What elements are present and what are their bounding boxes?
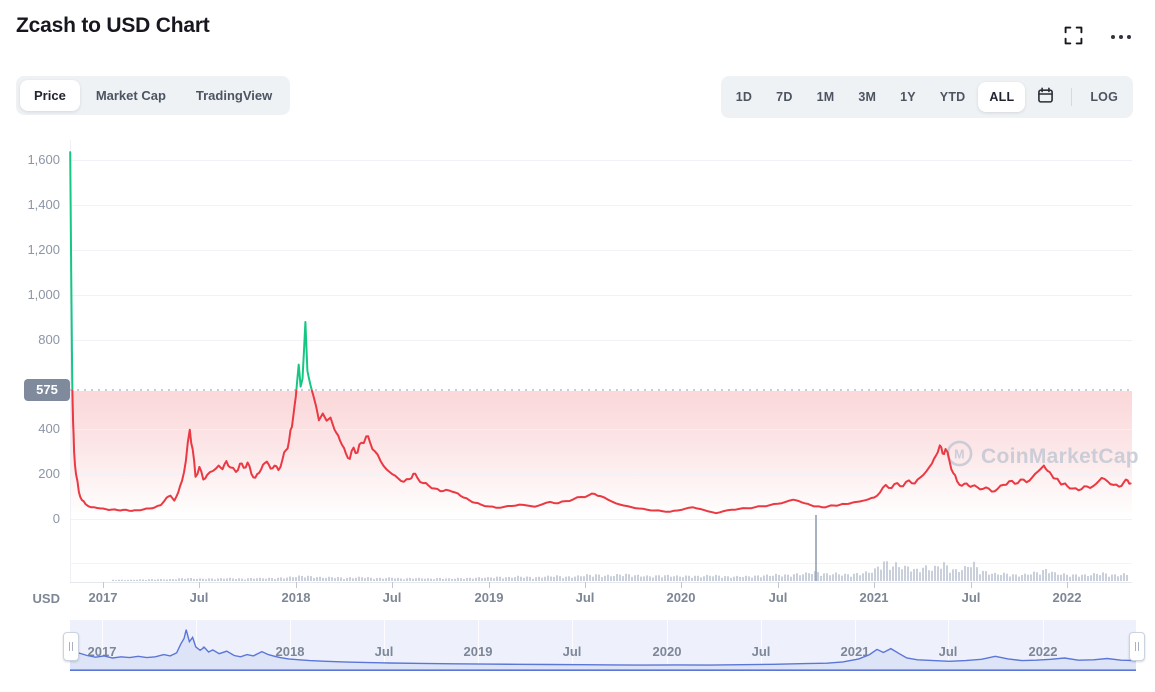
x-axis-label: 2017	[88, 590, 118, 605]
y-axis-label: 400	[38, 421, 60, 436]
x-axis-tick	[103, 582, 104, 588]
y-axis-label: 200	[38, 466, 60, 481]
x-axis-label: 2018	[281, 590, 311, 605]
navigator-label: Jul	[374, 644, 394, 659]
coinmarketcap-watermark: M CoinMarketCap	[946, 440, 1139, 473]
navigator-label: 2020	[652, 644, 682, 659]
x-axis-label: Jul	[961, 590, 981, 605]
x-axis-label: Jul	[382, 590, 402, 605]
grid-line	[70, 295, 1132, 296]
y-axis-label: 800	[38, 332, 60, 347]
tab-tradingview[interactable]: TradingView	[182, 80, 286, 111]
range-7d[interactable]: 7D	[765, 82, 803, 112]
x-axis-label: 2021	[859, 590, 889, 605]
y-axis-label: 1,000	[27, 287, 60, 302]
calendar-button[interactable]	[1027, 80, 1064, 114]
range-ytd[interactable]: YTD	[929, 82, 977, 112]
navigator-label: Jul	[938, 644, 958, 659]
grip-icon	[1135, 642, 1136, 651]
fullscreen-icon	[1064, 26, 1083, 48]
y-axis-label: 1,200	[27, 242, 60, 257]
x-axis-label: Jul	[189, 590, 209, 605]
pane-separator	[70, 563, 1132, 564]
x-axis-label: Jul	[768, 590, 788, 605]
fullscreen-button[interactable]	[1064, 26, 1083, 48]
x-axis-label: Jul	[575, 590, 595, 605]
navigator-label: 2021	[840, 644, 870, 659]
ellipsis-icon	[1111, 35, 1131, 39]
y-axis-label: 1,600	[27, 152, 60, 167]
navigator[interactable]: 2017 Jul 2018 Jul 2019 Jul 2020 Jul 2021 Jul 2022	[63, 620, 1145, 672]
chart-type-tabs: Price Market Cap TradingView	[16, 76, 291, 115]
navigator-label: 2019	[463, 644, 493, 659]
grid-line	[70, 340, 1132, 341]
more-options-button[interactable]	[1111, 35, 1131, 39]
grid-line	[70, 429, 1132, 430]
grid-line	[70, 474, 1132, 475]
x-axis-tick	[585, 582, 586, 588]
x-axis-line	[70, 582, 1132, 583]
usd-unit-label: USD	[32, 591, 60, 606]
grid-line	[70, 519, 1132, 520]
x-axis-tick	[199, 582, 200, 588]
navigator-label: 2017	[87, 644, 117, 659]
volume-bars	[112, 561, 1128, 581]
x-axis-label: 2022	[1052, 590, 1082, 605]
navigator-label: Jul	[751, 644, 771, 659]
navigator-label: Jul	[562, 644, 582, 659]
grip-icon	[72, 642, 73, 651]
navigator-label: 2022	[1028, 644, 1058, 659]
x-axis-tick	[392, 582, 393, 588]
navigator-label: 2018	[275, 644, 305, 659]
grip-icon	[1138, 642, 1139, 651]
svg-text:M: M	[954, 447, 965, 461]
x-axis-tick	[489, 582, 490, 588]
calendar-icon	[1037, 87, 1054, 107]
tab-market-cap[interactable]: Market Cap	[82, 80, 180, 111]
range-1y[interactable]: 1Y	[889, 82, 927, 112]
grid-line	[70, 160, 1132, 161]
y-axis-label: 0	[52, 511, 60, 526]
range-1m[interactable]: 1M	[806, 82, 846, 112]
x-axis-label: 2019	[474, 590, 504, 605]
x-axis-tick	[971, 582, 972, 588]
range-log[interactable]: LOG	[1079, 82, 1129, 112]
x-axis-tick	[681, 582, 682, 588]
navigator-label: Jul	[186, 644, 206, 659]
y-axis-label: 1,400	[27, 197, 60, 212]
range-1d[interactable]: 1D	[725, 82, 763, 112]
tab-price[interactable]: Price	[20, 80, 80, 111]
grip-icon	[69, 642, 70, 651]
range-all[interactable]: ALL	[978, 82, 1026, 112]
range-3m[interactable]: 3M	[847, 82, 887, 112]
grid-line	[70, 205, 1132, 206]
x-axis-tick	[1067, 582, 1068, 588]
current-price-badge: 575	[24, 379, 70, 401]
x-axis-tick	[778, 582, 779, 588]
page-title: Zcash to USD Chart	[16, 14, 210, 37]
navigator-handle-right[interactable]	[1129, 632, 1145, 661]
range-divider	[1071, 88, 1073, 106]
x-axis-label: 2020	[666, 590, 696, 605]
y-axis-line	[70, 140, 71, 582]
grid-line	[70, 250, 1132, 251]
range-selector: 1D 7D 1M 3M 1Y YTD ALL LOG	[720, 76, 1133, 118]
x-axis-tick	[874, 582, 875, 588]
navigator-handle-left[interactable]	[63, 632, 79, 661]
x-axis-tick	[296, 582, 297, 588]
coinmarketcap-logo-icon: M	[946, 440, 973, 473]
current-price-line	[70, 389, 1132, 391]
